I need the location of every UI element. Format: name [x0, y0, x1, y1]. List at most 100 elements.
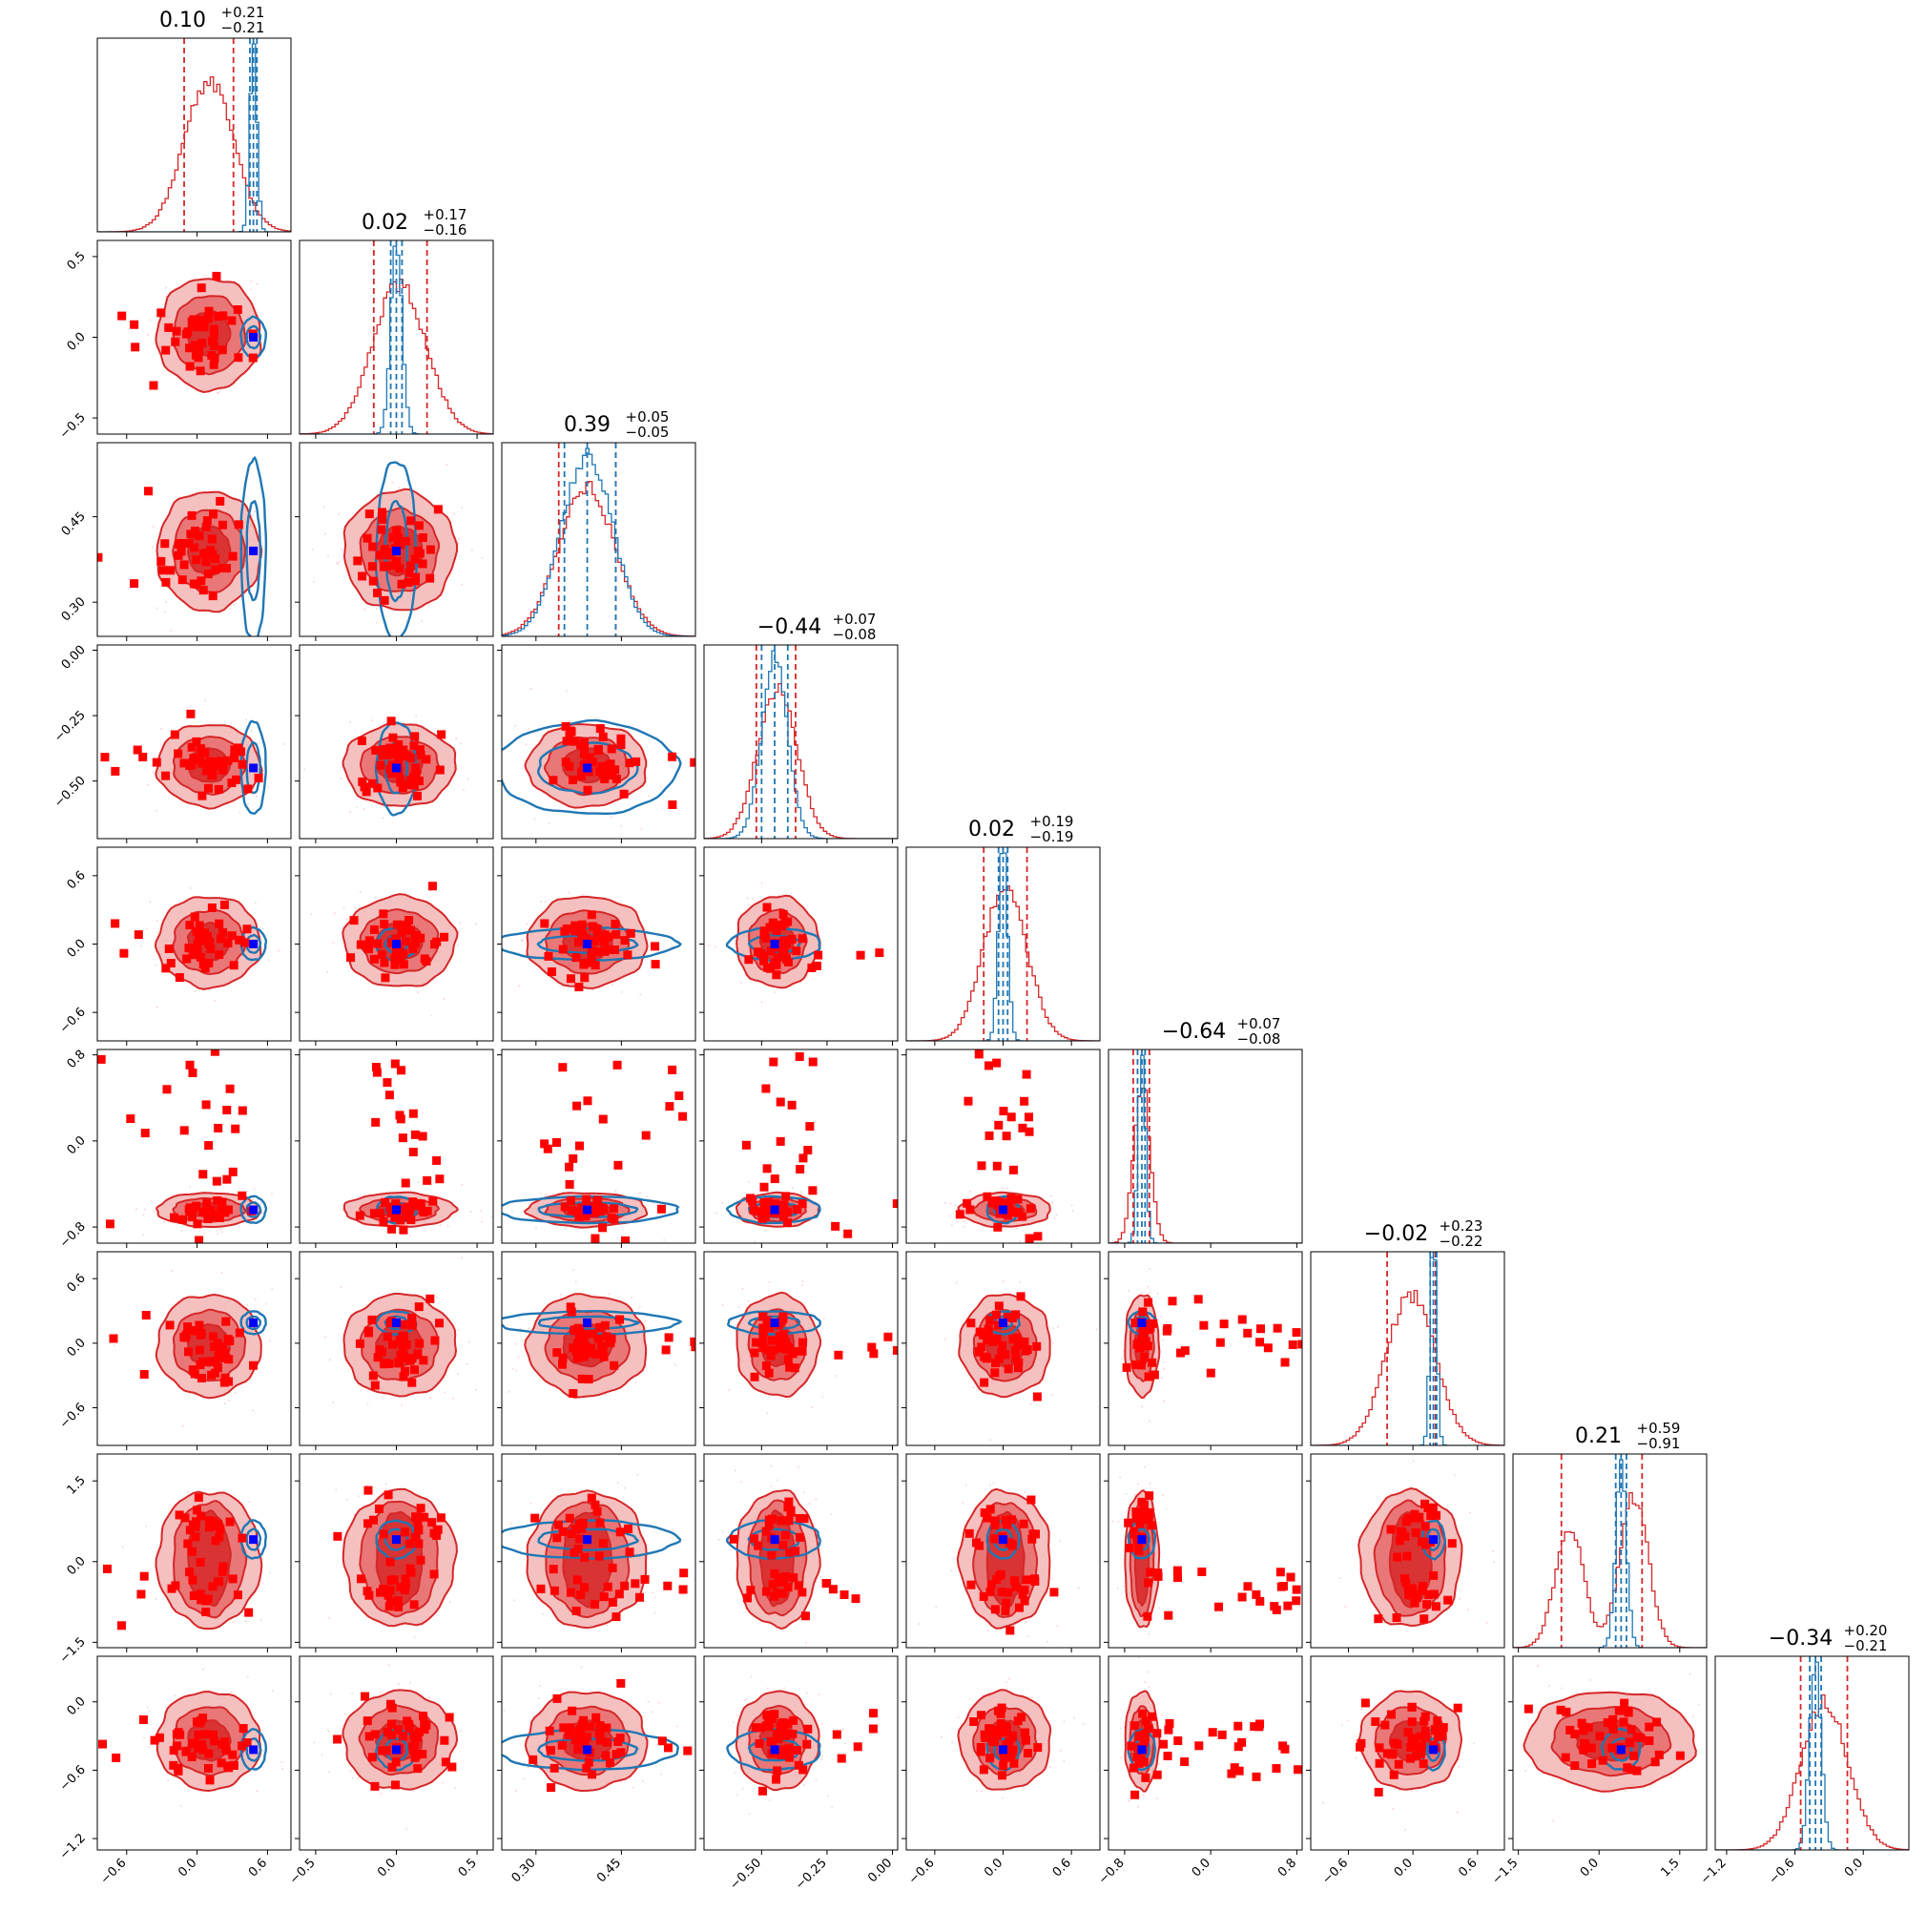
sample-point	[462, 788, 465, 791]
estimate-marker	[625, 1548, 634, 1557]
estimate-marker	[208, 771, 218, 780]
estimate-marker	[391, 949, 401, 959]
sample-point	[831, 1806, 834, 1809]
estimate-marker	[779, 1727, 789, 1736]
estimate-marker	[1420, 1540, 1430, 1549]
sample-point	[1056, 1625, 1059, 1628]
panel-frame	[1310, 1655, 1505, 1851]
sample-point	[186, 1652, 188, 1653]
estimate-marker	[197, 1595, 206, 1605]
estimate-marker	[130, 320, 139, 329]
diag-panel-0	[97, 38, 291, 232]
y-tick-label: −0.6	[57, 1005, 89, 1036]
estimate-marker	[1127, 1741, 1136, 1751]
estimate-marker	[414, 1539, 424, 1548]
estimate-marker	[976, 1747, 985, 1756]
sample-point	[1393, 1788, 1396, 1791]
estimate-marker	[600, 1320, 610, 1330]
panel-0-5	[97, 1049, 273, 1243]
sample-point	[349, 1770, 352, 1773]
param-title-minus-1: −0.16	[424, 221, 467, 239]
estimate-marker	[394, 1602, 404, 1611]
sample-point	[538, 1697, 541, 1700]
estimate-marker	[227, 778, 237, 787]
sample-point	[610, 816, 612, 819]
diag-panel-2	[502, 443, 695, 636]
estimate-marker	[228, 551, 238, 561]
estimate-marker	[1556, 1705, 1565, 1714]
estimate-marker	[398, 783, 407, 793]
x-tick-label: −1.5	[1490, 1856, 1522, 1887]
sample-point	[941, 1735, 943, 1738]
estimate-marker	[1419, 1614, 1429, 1624]
blue-contour	[245, 500, 262, 602]
estimate-marker	[367, 562, 377, 571]
estimate-marker	[1133, 1339, 1143, 1348]
estimate-marker	[997, 1703, 1006, 1713]
estimate-marker	[1416, 1750, 1425, 1759]
sample-point	[149, 319, 152, 322]
estimate-marker	[600, 946, 610, 956]
sample-point	[745, 1698, 748, 1701]
sample-point	[1457, 1811, 1460, 1814]
sample-point	[1019, 1281, 1022, 1284]
estimate-marker	[875, 948, 884, 958]
estimate-marker	[683, 1746, 693, 1755]
estimate-marker	[388, 1340, 398, 1349]
estimate-marker	[404, 577, 413, 587]
sample-point	[281, 1449, 283, 1451]
estimate-marker	[172, 326, 181, 336]
estimate-marker	[799, 1514, 809, 1524]
estimate-marker	[856, 950, 865, 960]
estimate-marker	[397, 928, 406, 938]
estimate-marker	[196, 1589, 205, 1599]
estimate-marker	[401, 536, 410, 546]
red-histogram	[1311, 1289, 1504, 1445]
estimate-marker	[411, 763, 421, 773]
sample-point	[721, 1201, 724, 1204]
sample-point	[445, 463, 448, 466]
sample-point	[525, 743, 528, 746]
sample-point	[155, 920, 158, 923]
estimate-marker	[233, 1590, 242, 1600]
estimate-marker	[249, 1361, 259, 1370]
sample-point	[1147, 1285, 1150, 1288]
estimate-marker	[201, 1730, 211, 1739]
sample-point	[181, 1424, 184, 1427]
sample-point	[297, 359, 299, 361]
sample-point	[256, 282, 259, 285]
estimate-marker	[196, 366, 205, 376]
estimate-marker	[214, 312, 223, 322]
estimate-marker	[774, 1735, 783, 1744]
estimate-marker	[607, 1334, 616, 1343]
sample-point	[203, 1232, 206, 1235]
sample-point	[202, 1668, 205, 1671]
param-title-minus-8: −0.21	[1844, 1637, 1888, 1654]
estimate-marker	[1607, 1743, 1617, 1753]
estimate-marker	[1021, 1346, 1030, 1356]
estimate-marker	[400, 1586, 409, 1595]
panel-frame	[703, 1655, 899, 1851]
sample-point	[397, 1682, 400, 1685]
estimate-marker	[1018, 1589, 1027, 1599]
estimate-marker	[598, 732, 608, 741]
sample-point	[815, 1779, 818, 1782]
estimate-marker	[216, 757, 225, 766]
sample-point	[773, 991, 776, 994]
estimate-marker	[371, 1063, 381, 1072]
estimate-marker	[179, 1126, 189, 1135]
estimate-marker	[102, 1564, 112, 1573]
sample-point	[416, 991, 419, 994]
estimate-marker	[577, 1374, 587, 1383]
estimate-marker	[399, 1732, 408, 1741]
sample-point	[770, 1485, 773, 1487]
sample-point	[349, 720, 352, 723]
estimate-marker	[390, 1059, 400, 1069]
estimate-marker	[419, 1356, 428, 1365]
estimate-marker	[1423, 1503, 1433, 1512]
estimate-marker	[821, 1579, 831, 1589]
sample-point	[636, 1474, 639, 1477]
y-tick-label: 1.5	[65, 1473, 89, 1497]
sample-point	[153, 1209, 155, 1212]
sample-point	[962, 1247, 964, 1249]
